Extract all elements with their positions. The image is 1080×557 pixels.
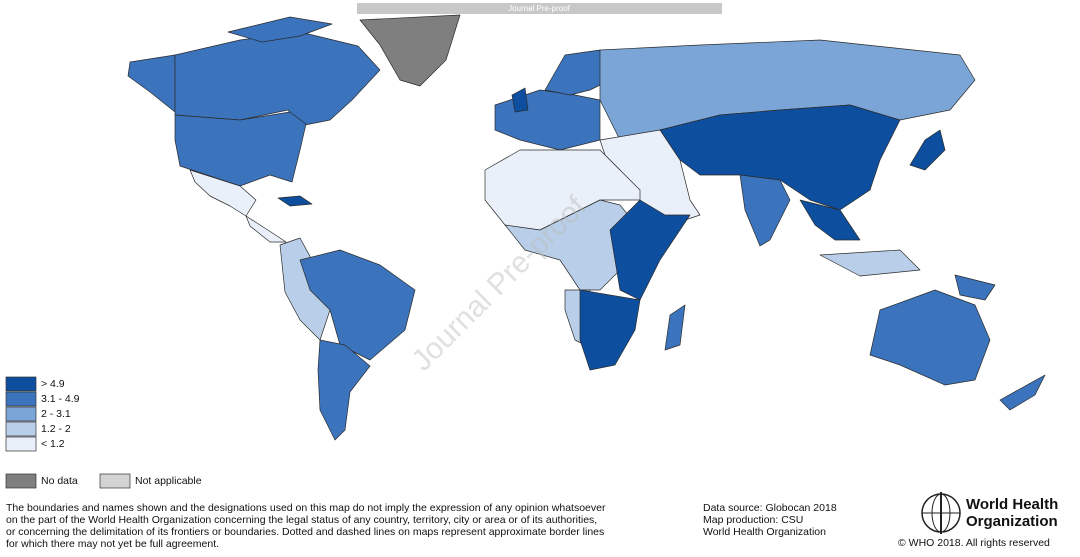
who-logo: World Health Organization	[921, 492, 1058, 534]
legend-swatch	[5, 436, 37, 452]
credits: Data source: Globocan 2018 Map productio…	[703, 502, 837, 538]
east-africa	[609, 199, 691, 301]
disclaimer-line: The boundaries and names shown and the d…	[6, 502, 606, 514]
cuba	[277, 195, 313, 207]
canada	[174, 31, 381, 127]
mexico	[189, 169, 257, 217]
banner-bar	[357, 3, 722, 14]
southern-africa	[579, 289, 641, 371]
southeast-asia	[799, 199, 861, 241]
legend: > 4.9 3.1 - 4.9 2 - 3.1 1.2 - 2 < 1.2 No data…	[5, 376, 202, 489]
arctic-islands	[227, 16, 333, 43]
legend-label: < 1.2	[41, 438, 65, 450]
legend-swatch	[5, 473, 37, 489]
central-east-asia	[659, 104, 901, 211]
banner-text: Journal Pre-proof	[508, 4, 571, 13]
japan	[909, 129, 946, 171]
legend-label: 2 - 3.1	[41, 408, 71, 420]
disclaimer-line: for which there may not yet be full agre…	[6, 538, 219, 550]
credit-line: Data source: Globocan 2018	[703, 502, 837, 514]
legend-label: 1.2 - 2	[41, 423, 71, 435]
copyright: © WHO 2018. All rights reserved	[898, 537, 1050, 549]
central-america	[245, 215, 287, 243]
legend-swatch	[99, 473, 131, 489]
legend-swatch	[5, 406, 37, 422]
legend-label: No data	[41, 475, 78, 487]
credit-line: Map production: CSU	[703, 514, 803, 526]
legend-swatch	[5, 391, 37, 407]
new-zealand	[999, 374, 1046, 411]
brazil	[299, 249, 416, 361]
legend-swatch	[5, 421, 37, 437]
india	[739, 174, 791, 247]
madagascar	[664, 304, 686, 351]
disclaimer-line: on the part of the World Health Organiza…	[6, 514, 597, 526]
legend-label: Not applicable	[135, 475, 202, 487]
legend-label: > 4.9	[41, 378, 65, 390]
legend-swatch	[5, 376, 37, 392]
indonesia	[819, 249, 921, 277]
credit-line: World Health Organization	[703, 526, 826, 538]
logo-line: World Health	[966, 496, 1058, 513]
legend-label: 3.1 - 4.9	[41, 393, 80, 405]
argentina	[317, 339, 371, 441]
disclaimer: The boundaries and names shown and the d…	[6, 502, 606, 550]
uk	[511, 87, 529, 113]
logo-line: Organization	[966, 513, 1058, 530]
andes	[279, 237, 331, 341]
usa	[174, 111, 307, 187]
greenland	[359, 14, 461, 87]
papua-new-guinea	[954, 274, 996, 301]
world-map	[127, 14, 1046, 441]
disclaimer-line: or concerning the delimitation of its fr…	[6, 526, 604, 538]
europe	[494, 89, 601, 151]
alaska	[127, 54, 176, 113]
australia	[869, 289, 991, 386]
